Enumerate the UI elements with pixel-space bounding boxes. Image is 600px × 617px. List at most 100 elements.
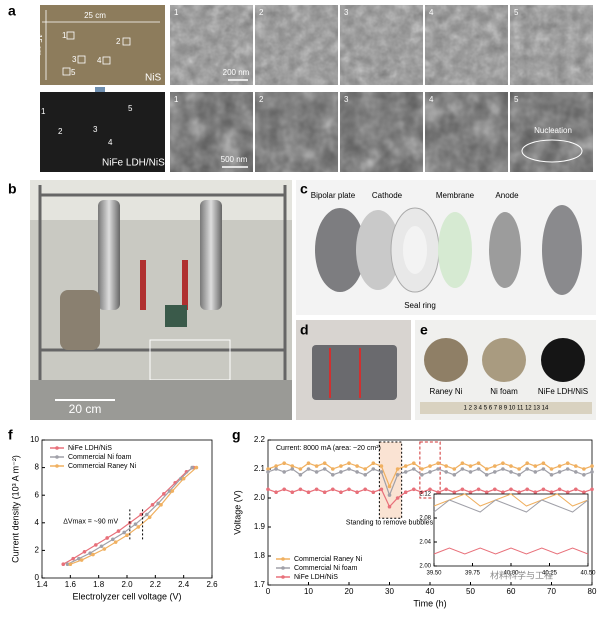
data-point — [102, 547, 107, 551]
data-point — [549, 473, 554, 477]
spot-label: 1 — [41, 107, 46, 116]
data-point — [150, 503, 155, 507]
data-point — [298, 473, 303, 477]
data-point — [306, 467, 311, 471]
data-point — [79, 558, 84, 562]
data-point — [420, 490, 424, 495]
data-point — [355, 490, 359, 495]
data-point — [170, 489, 175, 493]
data-point — [574, 487, 578, 492]
bipolar-plate — [315, 208, 365, 292]
y-tick-label: 2.0 — [254, 493, 266, 502]
data-point — [331, 487, 335, 492]
data-point — [590, 464, 594, 468]
plot-frame — [433, 493, 589, 567]
sample-label: Ni foam — [490, 387, 518, 396]
sem-number: 4 — [429, 8, 434, 17]
data-point — [403, 490, 408, 495]
data-point — [347, 467, 351, 471]
data-point — [468, 490, 473, 495]
scale-label: 500 nm — [221, 155, 248, 164]
data-point — [565, 467, 570, 471]
panel-letter: d — [300, 322, 309, 338]
sem-texture — [170, 92, 253, 172]
x-axis-label: Time (h) — [413, 598, 446, 608]
panel-letter: a — [8, 3, 16, 19]
x-tick-label: 2.2 — [150, 580, 162, 589]
data-point — [509, 487, 513, 492]
data-point — [565, 461, 570, 466]
y-tick-label: 2.08 — [419, 516, 431, 522]
height-label: 15 cm — [34, 34, 43, 56]
data-point — [428, 470, 432, 474]
x-tick-label: 60 — [507, 587, 516, 596]
data-point — [145, 512, 149, 517]
legend-label: Commercial Raney Ni — [294, 556, 363, 563]
data-point — [460, 487, 465, 492]
data-point — [355, 470, 359, 474]
data-point — [484, 473, 489, 477]
legend-marker — [281, 575, 285, 579]
data-point — [290, 467, 295, 471]
x-tick-label: 1.4 — [36, 580, 48, 589]
series-line — [433, 499, 589, 513]
data-point — [412, 487, 416, 492]
charts: 1.4 1.6 1.8 2.0 2.2 2.4 2.6 0 2 4 6 8 10 Electrolyzer… — [10, 435, 597, 608]
legend-label: Commercial Ni foam — [68, 454, 132, 461]
x-tick-label: 10 — [304, 587, 313, 596]
data-point — [314, 470, 319, 474]
x-tick-label: 40.25 — [542, 571, 558, 577]
data-point — [460, 461, 465, 466]
cylinder — [200, 200, 222, 310]
y-tick-label: 6 — [35, 490, 40, 499]
panel-letter: f — [8, 427, 13, 443]
legend-marker — [281, 557, 285, 561]
data-point — [525, 461, 529, 466]
data-point — [194, 465, 199, 470]
data-point — [412, 461, 416, 466]
sem-texture — [425, 92, 508, 172]
legend-label: NiFe LDH/NiS — [68, 445, 112, 452]
legend-label: Commercial Raney Ni — [68, 463, 137, 470]
sem-texture — [255, 5, 338, 85]
panel-letter: g — [232, 427, 241, 443]
data-point — [379, 487, 384, 492]
sem-number: 5 — [514, 8, 519, 17]
panel-a: a 25 cm 15 cm 1 2 3 4 5 NiS 1 2 3 4 5 Ni… — [8, 3, 593, 172]
data-point — [274, 467, 278, 471]
annotation: Current: 8000 mA (area: ~20 cm²) — [276, 445, 381, 452]
data-point — [420, 473, 424, 477]
data-point — [541, 487, 546, 492]
data-point — [403, 470, 408, 474]
sem-number: 1 — [174, 8, 179, 17]
data-point — [484, 467, 489, 471]
data-point — [436, 467, 440, 471]
data-point — [339, 464, 343, 468]
highlight-box — [419, 441, 441, 499]
y-tick-label: 2.04 — [419, 540, 431, 546]
data-point — [91, 552, 95, 557]
part-label: Membrane — [436, 191, 475, 200]
data-point — [590, 470, 594, 474]
width-label: 25 cm — [84, 11, 106, 20]
data-point — [363, 487, 368, 492]
sample-label: NiFe LDH/NiS — [538, 387, 588, 396]
data-point — [387, 493, 392, 497]
data-point — [162, 492, 166, 496]
data-point — [428, 487, 432, 492]
data-point — [533, 470, 538, 474]
panel-c: c Bipolar plate Cathode Membrane Anode S… — [296, 180, 596, 315]
sample-label: Raney Ni — [430, 387, 463, 396]
data-point — [77, 556, 81, 561]
stack — [312, 345, 397, 400]
data-point — [476, 461, 481, 466]
annotation: ΔVmax = ~90 mV — [63, 518, 118, 525]
data-point — [371, 490, 376, 495]
data-point — [331, 473, 335, 477]
x-tick-label: 2.4 — [178, 580, 190, 589]
data-point — [493, 487, 497, 492]
data-point — [541, 461, 546, 466]
data-point — [574, 464, 578, 468]
legend-marker — [55, 464, 59, 468]
